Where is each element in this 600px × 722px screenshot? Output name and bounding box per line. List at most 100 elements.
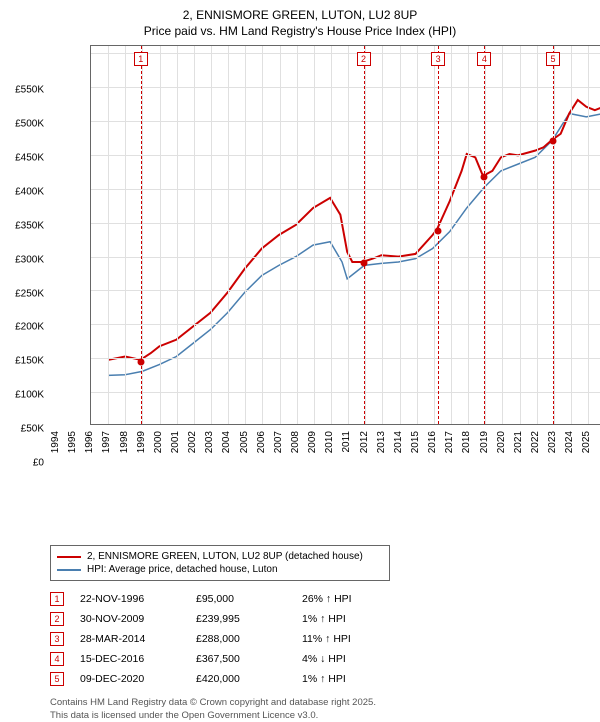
gridline-v <box>194 46 195 424</box>
gridline-h <box>91 155 600 156</box>
legend-swatch <box>57 569 81 571</box>
event-row: 5 09-DEC-2020 £420,000 1% ↑ HPI <box>50 669 590 689</box>
event-badge: 2 <box>50 612 64 626</box>
gridline-v <box>280 46 281 424</box>
footer: Contains HM Land Registry data © Crown c… <box>50 697 590 722</box>
event-row: 230-NOV-2009£239,9951% ↑ HPI <box>50 609 590 629</box>
x-tick-label: 2001 <box>170 431 181 453</box>
title-block: 2, ENNISMORE GREEN, LUTON, LU2 8UP Price… <box>10 8 590 39</box>
x-tick-label: 2009 <box>307 431 318 453</box>
gridline-v <box>228 46 229 424</box>
x-tick-label: 1996 <box>84 431 95 453</box>
event-date: 09-DEC-2020 <box>80 673 180 685</box>
gridline-h <box>91 358 600 359</box>
gridline-v <box>485 46 486 424</box>
marker-dot <box>550 138 557 145</box>
gridline-v <box>400 46 401 424</box>
chart-container: 2, ENNISMORE GREEN, LUTON, LU2 8UP Price… <box>0 0 600 650</box>
event-badge: 5 <box>50 672 64 686</box>
marker-dot <box>481 173 488 180</box>
event-badge: 3 <box>50 632 64 646</box>
gridline-v <box>125 46 126 424</box>
gridline-v <box>537 46 538 424</box>
gridline-v <box>160 46 161 424</box>
chart-body: £0£50K£100K£150K£200K£250K£300K£350K£400… <box>10 45 590 505</box>
event-price: £239,995 <box>196 613 286 625</box>
legend-row: HPI: Average price, detached house, Luto… <box>57 563 383 576</box>
marker-dot <box>360 260 367 267</box>
event-badge: 1 <box>50 592 64 606</box>
x-tick-label: 2018 <box>461 431 472 453</box>
plot-area: 12345 <box>90 45 600 425</box>
chart-subtitle: Price paid vs. HM Land Registry's House … <box>10 24 590 40</box>
x-tick-label: 2005 <box>239 431 250 453</box>
events-table: 122-NOV-1996£95,00026% ↑ HPI230-NOV-2009… <box>50 589 590 689</box>
x-tick-label: 2024 <box>564 431 575 453</box>
gridline-v <box>468 46 469 424</box>
y-tick-label: £400K <box>15 186 44 197</box>
gridline-v <box>245 46 246 424</box>
marker-badge: 5 <box>546 52 560 66</box>
x-tick-label: 2025 <box>581 431 592 453</box>
x-tick-label: 2015 <box>410 431 421 453</box>
gridline-v <box>502 46 503 424</box>
gridline-v <box>571 46 572 424</box>
x-tick-label: 2000 <box>153 431 164 453</box>
x-tick-label: 2019 <box>479 431 490 453</box>
y-tick-label: £300K <box>15 254 44 265</box>
x-tick-label: 2023 <box>547 431 558 453</box>
y-tick-label: £550K <box>15 84 44 95</box>
x-tick-label: 1994 <box>50 431 61 453</box>
gridline-v <box>262 46 263 424</box>
legend-label: HPI: Average price, detached house, Luto… <box>87 564 278 575</box>
gridline-h <box>91 223 600 224</box>
marker-dot <box>137 358 144 365</box>
x-tick-label: 2016 <box>427 431 438 453</box>
x-tick-label: 1998 <box>119 431 130 453</box>
gridline-v <box>297 46 298 424</box>
gridline-v <box>417 46 418 424</box>
y-axis: £0£50K£100K£150K£200K£250K£300K£350K£400… <box>10 83 48 463</box>
marker-line <box>484 46 485 424</box>
x-tick-label: 2008 <box>290 431 301 453</box>
event-price: £367,500 <box>196 653 286 665</box>
legend-label: 2, ENNISMORE GREEN, LUTON, LU2 8UP (deta… <box>87 551 363 562</box>
gridline-v <box>314 46 315 424</box>
gridline-v <box>434 46 435 424</box>
x-tick-label: 2022 <box>530 431 541 453</box>
event-price: £420,000 <box>196 673 286 685</box>
x-tick-label: 2004 <box>221 431 232 453</box>
gridline-v <box>142 46 143 424</box>
y-tick-label: £500K <box>15 118 44 129</box>
gridline-h <box>91 392 600 393</box>
series-price_paid <box>108 100 600 360</box>
y-tick-label: £50K <box>21 424 44 435</box>
line-series-svg <box>91 46 600 424</box>
x-tick-label: 2020 <box>496 431 507 453</box>
gridline-v <box>331 46 332 424</box>
gridline-v <box>382 46 383 424</box>
gridline-h <box>91 189 600 190</box>
y-tick-label: £100K <box>15 390 44 401</box>
x-axis: 1994199519961997199819992000200120022003… <box>50 427 590 467</box>
legend-row: 2, ENNISMORE GREEN, LUTON, LU2 8UP (deta… <box>57 550 383 563</box>
marker-line <box>141 46 142 424</box>
event-date: 30-NOV-2009 <box>80 613 180 625</box>
event-pct: 11% ↑ HPI <box>302 633 412 645</box>
y-tick-label: £0 <box>33 458 44 469</box>
event-badge: 4 <box>50 652 64 666</box>
x-tick-label: 2010 <box>324 431 335 453</box>
legend: 2, ENNISMORE GREEN, LUTON, LU2 8UP (deta… <box>50 545 390 581</box>
event-price: £95,000 <box>196 593 286 605</box>
event-pct: 26% ↑ HPI <box>302 593 412 605</box>
gridline-v <box>520 46 521 424</box>
gridline-v <box>108 46 109 424</box>
marker-dot <box>435 227 442 234</box>
marker-line <box>364 46 365 424</box>
event-date: 28-MAR-2014 <box>80 633 180 645</box>
marker-line <box>438 46 439 424</box>
marker-badge: 2 <box>357 52 371 66</box>
event-pct: 1% ↑ HPI <box>302 673 412 685</box>
gridline-v <box>588 46 589 424</box>
gridline-h <box>91 53 600 54</box>
